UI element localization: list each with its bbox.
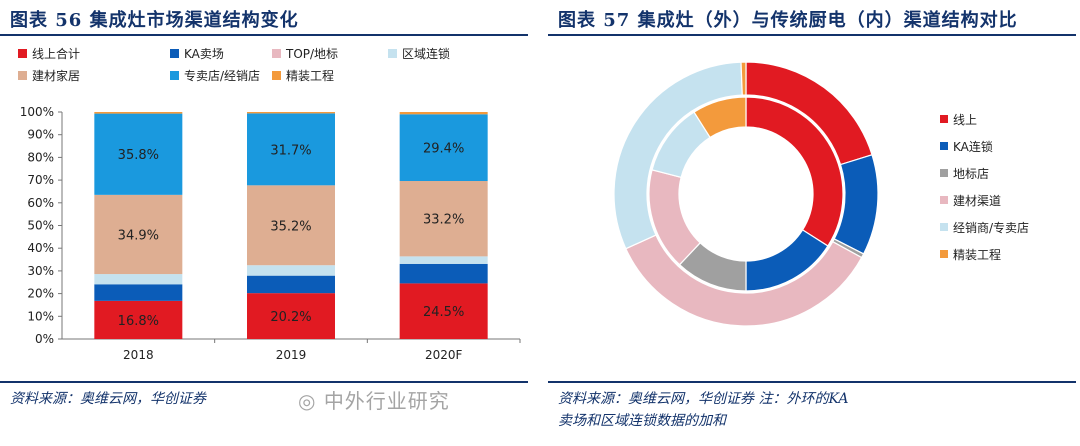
legend-label: 经销商/专卖店 xyxy=(953,220,1029,235)
bar-segment xyxy=(399,256,488,264)
source-rule xyxy=(548,381,1076,383)
legend-swatch xyxy=(170,71,179,80)
y-tick-label: 50% xyxy=(27,219,54,233)
chart-title-56: 图表 56 集成灶市场渠道结构变化 xyxy=(10,10,299,31)
data-label: 29.4% xyxy=(423,142,464,157)
legend-label: 专卖店/经销店 xyxy=(184,68,260,83)
y-tick-label: 100% xyxy=(20,105,54,119)
legend-swatch xyxy=(940,115,948,123)
legend-swatch xyxy=(388,49,397,58)
bar-segment xyxy=(94,112,183,114)
legend-swatch xyxy=(940,223,948,231)
legend-label: 建材渠道 xyxy=(953,194,1001,208)
data-label: 33.2% xyxy=(423,213,464,228)
bar-segment xyxy=(247,265,335,276)
legend-swatch xyxy=(18,49,27,58)
y-tick-label: 80% xyxy=(27,150,54,164)
legend-swatch xyxy=(170,49,179,58)
legend-swatch xyxy=(272,71,281,80)
title-rule xyxy=(548,34,1076,36)
data-label: 35.2% xyxy=(270,219,311,234)
title-rule xyxy=(0,34,528,36)
x-tick-label: 2019 xyxy=(276,348,307,362)
inner-ring-slice xyxy=(745,96,844,247)
legend-label: 建材家居 xyxy=(32,68,80,83)
legend-swatch xyxy=(940,196,948,204)
bar-segment xyxy=(399,283,488,339)
source-note-56: 资料来源：奥维云网，华创证券 xyxy=(10,391,206,407)
bar-segment xyxy=(399,114,488,182)
right-panel: 图表 57 集成灶（外）与传统厨电（内）渠道结构对比 线上 KA连锁地标店建材渠道… xyxy=(548,0,1080,446)
source-line-2: 卖场和区域连锁数据的加和 xyxy=(558,413,726,429)
y-tick-label: 30% xyxy=(27,264,54,278)
source-line-1: 资料来源：奥维云网，华创证券 注：外环的KA xyxy=(558,391,849,407)
bar-segment xyxy=(94,284,183,301)
source-note-57: 资料来源：奥维云网，华创证券 注：外环的KA 卖场和区域连锁数据的加和 xyxy=(558,388,848,432)
bar-segment xyxy=(399,181,488,257)
bar-segment xyxy=(247,275,335,294)
data-label: 34.9% xyxy=(118,228,159,243)
data-label: 16.8% xyxy=(118,314,159,329)
legend-label: 精装工程 xyxy=(953,247,1001,262)
legend-label: KA卖场 xyxy=(184,47,224,61)
outer-ring-slice xyxy=(740,61,747,96)
bar-segment xyxy=(399,112,488,115)
legend-swatch xyxy=(18,71,27,80)
x-tick-label: 2020F xyxy=(425,348,463,362)
bar-segment xyxy=(399,263,488,284)
bar-segment xyxy=(247,113,335,186)
legend-swatch xyxy=(940,142,948,150)
bar-segment xyxy=(94,274,183,285)
y-tick-label: 70% xyxy=(27,173,54,187)
legend-swatch xyxy=(940,250,948,258)
data-label: 31.7% xyxy=(270,143,311,158)
bar-segment xyxy=(94,300,183,339)
x-tick-label: 2018 xyxy=(123,348,154,362)
left-panel: 图表 56 集成灶市场渠道结构变化 线上合计 KA卖场 TOP/地标 区域连锁建材家居… xyxy=(0,0,532,446)
y-tick-label: 20% xyxy=(27,287,54,301)
data-label: 20.2% xyxy=(270,310,311,325)
bar-segment xyxy=(94,113,183,195)
y-tick-label: 90% xyxy=(27,128,54,142)
y-tick-label: 10% xyxy=(27,309,54,323)
y-tick-label: 60% xyxy=(27,196,54,210)
chart-title-57: 图表 57 集成灶（外）与传统厨电（内）渠道结构对比 xyxy=(558,10,1018,31)
y-tick-label: 0% xyxy=(35,332,54,346)
legend-label: 精装工程 xyxy=(286,68,334,83)
bar-segment xyxy=(247,112,335,114)
legend-swatch xyxy=(272,49,281,58)
bar-segment xyxy=(247,185,335,266)
bar-segment xyxy=(247,293,335,339)
watermark-label: 中外行业研究 xyxy=(323,389,450,413)
legend-swatch xyxy=(940,169,948,177)
inner-ring-slice xyxy=(693,96,747,139)
legend-label: TOP/地标 xyxy=(285,47,338,61)
wechat-icon: ◎ xyxy=(298,389,317,413)
legend-label: 线上合计 xyxy=(32,46,80,61)
bar-segment xyxy=(94,194,183,275)
data-label: 24.5% xyxy=(423,305,464,320)
source-rule xyxy=(0,381,528,383)
legend-label: 区域连锁 xyxy=(402,46,450,61)
watermark-text: ◎ 中外行业研究 xyxy=(298,385,450,414)
data-label: 35.8% xyxy=(118,148,159,163)
y-tick-label: 40% xyxy=(27,241,54,255)
legend-label: KA连锁 xyxy=(953,139,993,154)
legend-label: 地标店 xyxy=(953,167,989,181)
legend-label: 线上 xyxy=(953,113,977,127)
